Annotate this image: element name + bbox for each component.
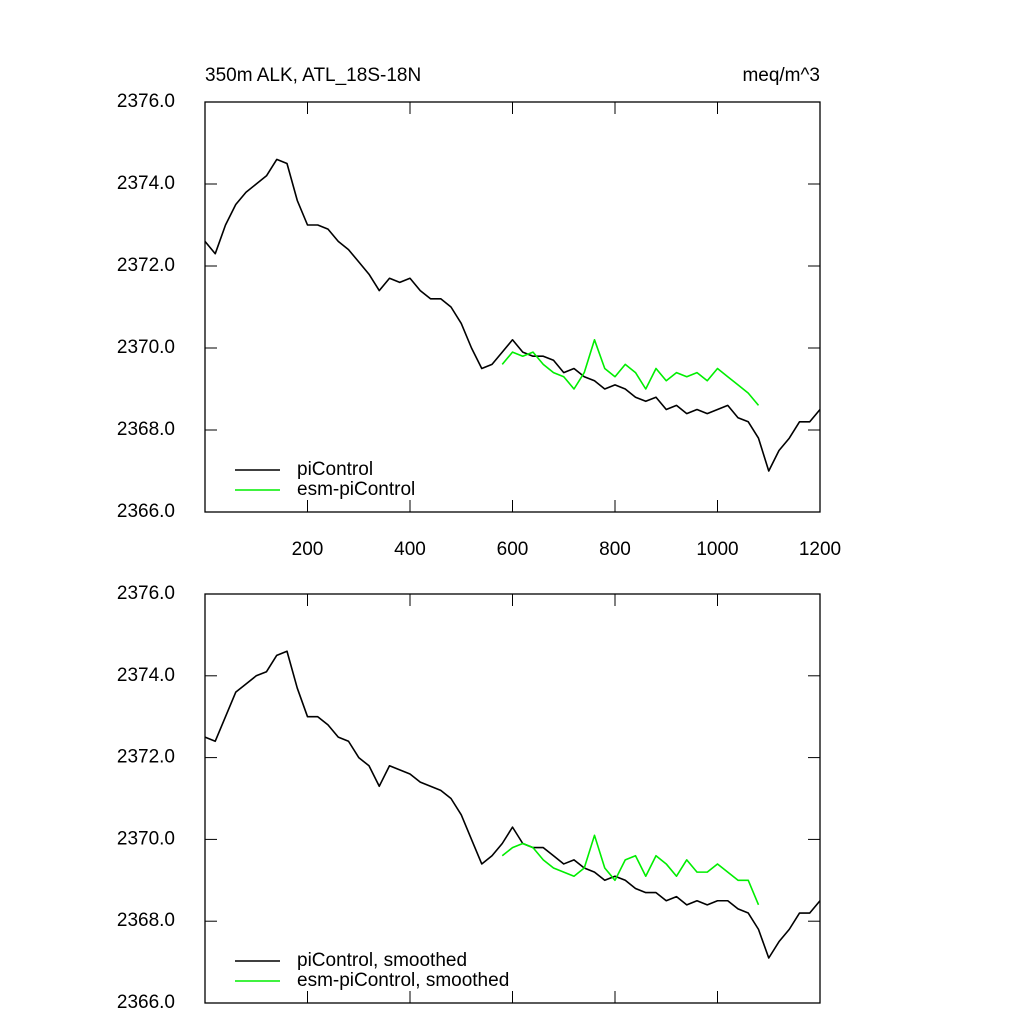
x-tick-label: 1200	[799, 539, 841, 560]
series-line	[501, 339, 760, 406]
y-tick-label: 2372.0	[117, 747, 175, 768]
units-label: meq/m^3	[742, 65, 820, 86]
y-tick-label: 2376.0	[117, 91, 175, 112]
chart-title: 350m ALK, ATL_18S-18N	[205, 65, 421, 86]
y-tick-label: 2376.0	[117, 583, 175, 604]
x-tick-label: 600	[497, 539, 529, 560]
series-line	[204, 158, 821, 472]
y-tick-label: 2374.0	[117, 173, 175, 194]
y-tick-label: 2374.0	[117, 665, 175, 686]
y-tick-label: 2368.0	[117, 910, 175, 931]
y-tick-label: 2366.0	[117, 501, 175, 522]
x-tick-label: 800	[599, 539, 631, 560]
x-tick-label: 200	[292, 539, 324, 560]
y-tick-label: 2368.0	[117, 419, 175, 440]
legend-label: piControl	[297, 459, 373, 480]
legend-label: esm-piControl	[297, 479, 415, 500]
y-tick-label: 2370.0	[117, 337, 175, 358]
legend-label: esm-piControl, smoothed	[297, 970, 509, 991]
y-tick-label: 2370.0	[117, 828, 175, 849]
x-tick-label: 400	[394, 539, 426, 560]
series-line	[501, 834, 760, 906]
x-tick-label: 1000	[696, 539, 738, 560]
legend-label: piControl, smoothed	[297, 950, 467, 971]
y-tick-label: 2366.0	[117, 992, 175, 1013]
series-line	[204, 650, 821, 959]
y-tick-label: 2372.0	[117, 255, 175, 276]
